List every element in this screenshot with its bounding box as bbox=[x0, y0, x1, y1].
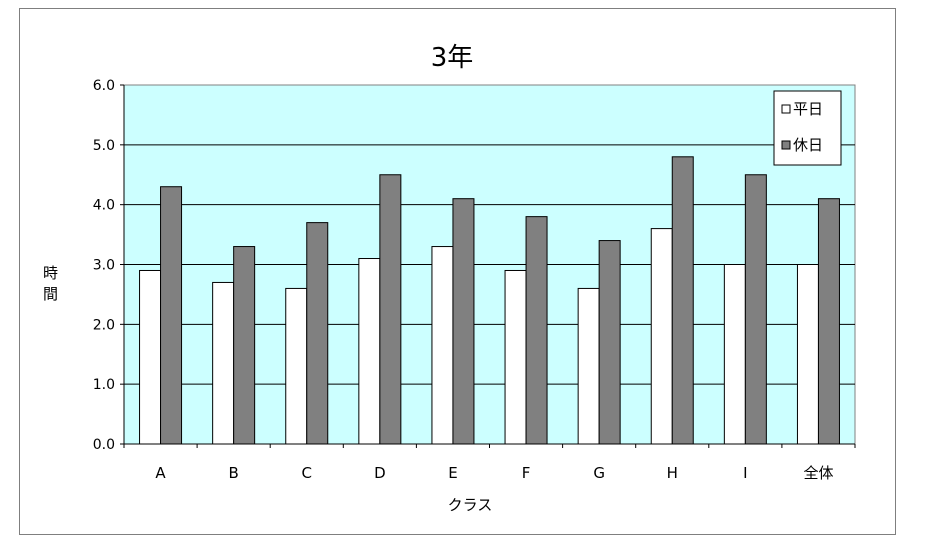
y-tick-labels: 0.0 1.0 2.0 3.0 4.0 5.0 6.0 bbox=[93, 78, 115, 453]
bar-weekday-E bbox=[431, 246, 454, 445]
y-tick-label: 2.0 bbox=[93, 317, 115, 333]
y-tick-label: 1.0 bbox=[93, 377, 115, 393]
chart-frame: 3年 0.0 1.0 2.0 3.0 4.0 5.0 6.0 A B C D E F G H I 全体 時間 … bbox=[19, 8, 896, 535]
bar-holiday-F bbox=[525, 216, 548, 445]
x-tick-label: E bbox=[448, 464, 457, 482]
y-tick-label: 4.0 bbox=[93, 198, 115, 214]
bar-chart: 3年 0.01.02.03.04.05.06.0 A B C D E F G H I 全体 時間 … bbox=[43, 43, 856, 514]
y-tick-label: 6.0 bbox=[93, 78, 115, 94]
legend: 平日 休日 bbox=[773, 90, 842, 166]
x-tick-label: D bbox=[374, 464, 386, 482]
legend-label-holiday: 休日 bbox=[793, 136, 823, 154]
bar-holiday-B bbox=[233, 246, 256, 445]
bar-weekday-I bbox=[723, 264, 746, 445]
x-tick-label: 全体 bbox=[803, 464, 833, 482]
bar-holiday-全体 bbox=[817, 198, 840, 445]
x-tick-label: G bbox=[593, 464, 605, 482]
bars bbox=[139, 156, 840, 445]
bar-weekday-G bbox=[577, 287, 600, 445]
y-tick-label: 3.0 bbox=[93, 258, 115, 274]
x-tick-label: F bbox=[522, 464, 531, 482]
legend-label-weekday: 平日 bbox=[793, 100, 823, 118]
y-axis-label: 時間 bbox=[43, 264, 58, 303]
x-tick-labels: A B C D E F G H I 全体 bbox=[155, 464, 833, 482]
bar-holiday-E bbox=[452, 198, 475, 445]
bar-holiday-A bbox=[160, 186, 183, 445]
y-axis-label-text: 時間 bbox=[43, 264, 58, 303]
bar-weekday-H bbox=[650, 228, 673, 445]
chart-title: 3年 bbox=[431, 43, 474, 73]
bar-holiday-C bbox=[306, 222, 329, 445]
bar-weekday-C bbox=[285, 287, 308, 445]
bar-weekday-全体 bbox=[796, 264, 819, 445]
x-tick-label: B bbox=[229, 464, 239, 482]
x-tick-label: I bbox=[743, 464, 747, 482]
y-tick-label: 5.0 bbox=[93, 138, 115, 154]
bar-weekday-A bbox=[139, 269, 162, 445]
bar-holiday-G bbox=[598, 240, 621, 445]
bar-weekday-D bbox=[358, 258, 381, 445]
x-tick-label: C bbox=[302, 464, 312, 482]
y-tick-label: 0.0 bbox=[93, 437, 115, 453]
x-tick-label: H bbox=[667, 464, 678, 482]
bar-weekday-F bbox=[504, 269, 527, 445]
x-tick-label: A bbox=[155, 464, 166, 482]
legend-box bbox=[773, 90, 842, 166]
x-axis-label: クラス bbox=[448, 496, 493, 514]
bar-holiday-I bbox=[744, 174, 767, 445]
legend-swatch-weekday bbox=[781, 104, 791, 114]
bar-holiday-D bbox=[379, 174, 402, 445]
legend-swatch-holiday bbox=[781, 140, 791, 150]
axes bbox=[120, 84, 856, 448]
bar-holiday-H bbox=[671, 156, 694, 445]
bar-weekday-B bbox=[212, 281, 235, 445]
